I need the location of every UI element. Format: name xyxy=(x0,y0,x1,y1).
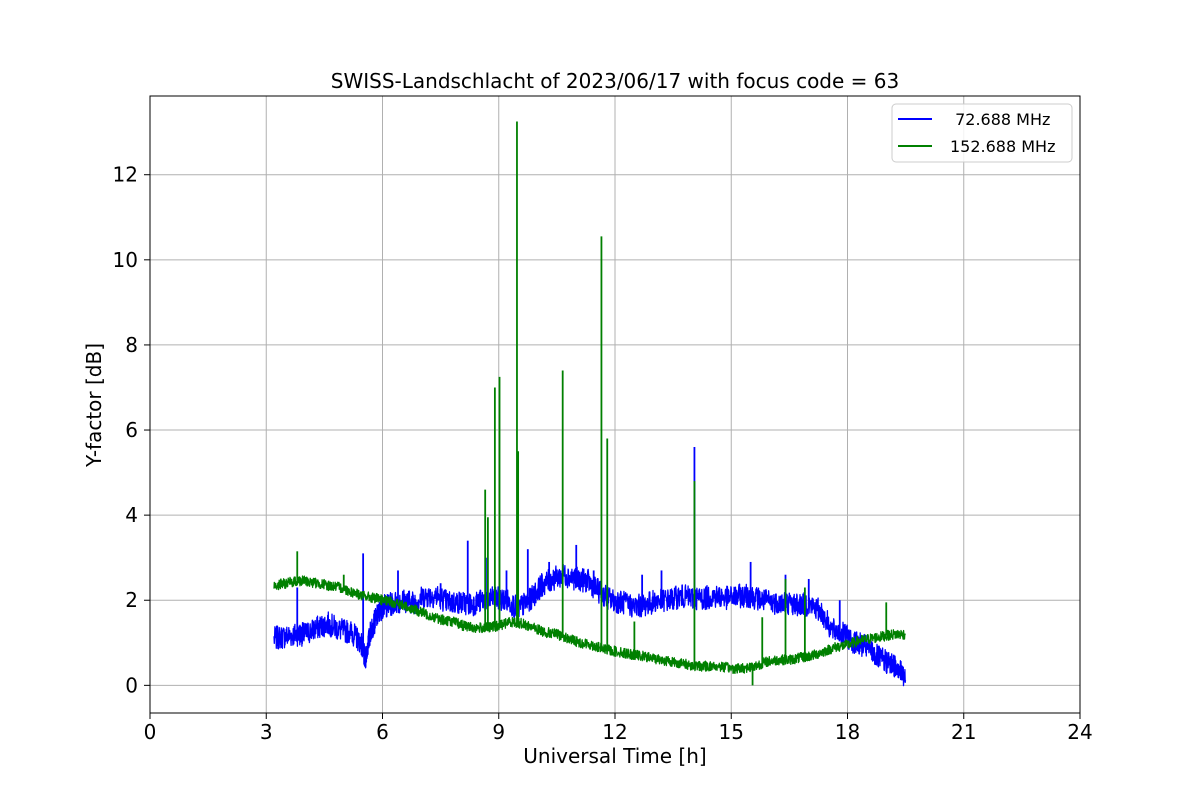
x-tick-label: 3 xyxy=(260,720,273,744)
y-tick-label: 10 xyxy=(113,248,138,272)
x-axis-label: Universal Time [h] xyxy=(523,744,706,768)
plot-series xyxy=(273,121,907,687)
y-axis-label: Y-factor [dB] xyxy=(82,343,106,468)
y-tick-label: 6 xyxy=(125,418,138,442)
y-tick-label: 4 xyxy=(125,503,138,527)
legend: 72.688 MHz 152.688 MHz xyxy=(891,103,1073,163)
y-tick-label: 8 xyxy=(125,333,138,357)
y-tick-label: 12 xyxy=(113,163,138,187)
chart-title: SWISS-Landschlacht of 2023/06/17 with fo… xyxy=(331,69,899,93)
x-tick-label: 21 xyxy=(951,720,976,744)
legend-label-152mhz: 152.688 MHz xyxy=(950,137,1055,156)
series-1 xyxy=(273,121,906,686)
x-tick-label: 12 xyxy=(602,720,627,744)
legend-box xyxy=(891,103,1073,163)
x-tick-label: 18 xyxy=(835,720,860,744)
x-tick-label: 0 xyxy=(144,720,157,744)
x-tick-label: 24 xyxy=(1067,720,1092,744)
series-line-1 xyxy=(273,575,906,674)
x-tick-label: 6 xyxy=(376,720,389,744)
x-tick-label: 9 xyxy=(492,720,505,744)
y-tick-label: 0 xyxy=(125,673,138,697)
legend-label-72mhz: 72.688 MHz xyxy=(950,110,1050,129)
x-tick-label: 15 xyxy=(719,720,744,744)
y-tick-label: 2 xyxy=(125,588,138,612)
